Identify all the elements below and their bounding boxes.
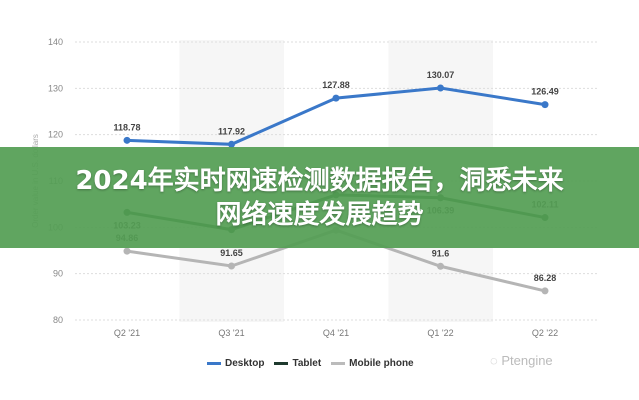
data-label: 91.6 <box>432 248 450 258</box>
x-tick-label: Q3 '21 <box>218 328 244 338</box>
data-point <box>228 140 235 148</box>
legend-label: Tablet <box>292 358 322 369</box>
x-tick-label: Q1 '22 <box>427 328 453 338</box>
y-tick-label: 90 <box>53 269 63 279</box>
y-tick-label: 130 <box>48 83 63 93</box>
data-point <box>541 101 549 109</box>
data-point <box>332 94 340 102</box>
data-label: 117.92 <box>218 126 245 136</box>
data-label: 126.49 <box>531 87 559 97</box>
data-point <box>437 262 444 270</box>
y-tick-label: 140 <box>48 37 63 47</box>
watermark-text: Ptengine <box>501 353 553 368</box>
x-tick-label: Q2 '21 <box>114 328 140 338</box>
data-label: 86.28 <box>534 273 557 283</box>
x-tick-label: Q2 '22 <box>532 328 558 338</box>
watermark: ◌ Ptengine <box>490 353 553 368</box>
x-tick-label: Q4 '21 <box>323 328 349 338</box>
banner-line-1: 2024年实时网速检测数据报告，洞悉未来 <box>75 165 564 196</box>
legend-item-tablet[interactable]: Tablet <box>274 358 321 369</box>
legend-label: Desktop <box>225 358 265 369</box>
title-banner: 2024年实时网速检测数据报告，洞悉未来 网络速度发展趋势 <box>0 147 639 248</box>
data-label: 130.07 <box>427 70 455 80</box>
legend-swatch <box>274 361 289 365</box>
legend-swatch <box>331 361 346 365</box>
legend-swatch <box>207 361 221 365</box>
data-label: 127.88 <box>322 80 350 90</box>
data-point <box>228 262 235 270</box>
data-label: 118.78 <box>113 122 140 132</box>
legend: Desktop Tablet Mobile phone <box>207 358 414 369</box>
data-point <box>437 84 444 92</box>
data-point <box>541 287 549 295</box>
y-tick-label: 80 <box>53 315 63 325</box>
data-point <box>123 136 131 144</box>
banner-line-2: 网络速度发展趋势 <box>215 199 424 230</box>
data-label: 91.65 <box>220 248 243 258</box>
data-point <box>123 247 131 255</box>
legend-label: Mobile phone <box>349 358 414 369</box>
legend-item-mobile[interactable]: Mobile phone <box>331 358 414 369</box>
legend-item-desktop[interactable]: Desktop <box>207 358 264 369</box>
y-tick-label: 120 <box>48 130 63 140</box>
